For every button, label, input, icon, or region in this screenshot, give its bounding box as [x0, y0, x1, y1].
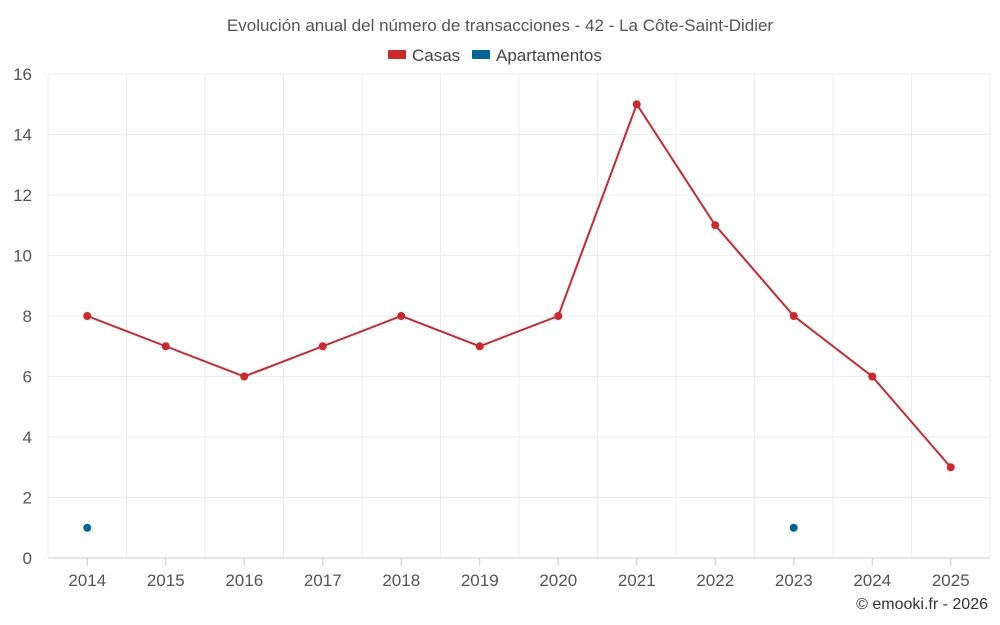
data-point-casas-2019[interactable] — [475, 342, 484, 351]
series-line-casas — [86, 102, 952, 468]
data-point-casas-2021[interactable] — [632, 100, 641, 109]
x-tick-label: 2018 — [382, 571, 420, 590]
x-tick-label: 2022 — [696, 571, 734, 590]
legend-label-casas: Casas — [412, 46, 460, 65]
data-point-casas-2025[interactable] — [946, 463, 955, 472]
y-tick-label: 2 — [23, 489, 32, 508]
y-tick-label: 14 — [13, 126, 32, 145]
y-tick-label: 0 — [23, 549, 32, 568]
data-point-casas-2017[interactable] — [318, 342, 327, 351]
legend-item-casas[interactable]: Casas — [388, 46, 460, 65]
plot-area — [83, 100, 955, 532]
x-tick-label: 2025 — [932, 571, 970, 590]
data-point-casas-2020[interactable] — [554, 312, 563, 320]
x-tick-label: 2023 — [775, 571, 813, 590]
x-tick-label: 2015 — [147, 571, 185, 590]
y-tick-label: 4 — [23, 428, 32, 447]
credit: © emooki.fr - 2026 — [856, 596, 988, 613]
legend-swatch-casas — [388, 50, 406, 59]
grid — [47, 73, 991, 558]
x-tick-label: 2019 — [461, 571, 499, 590]
legend: Casas Apartamentos — [388, 46, 602, 65]
data-point-casas-2023[interactable] — [789, 312, 798, 320]
legend-item-apartamentos[interactable]: Apartamentos — [472, 46, 602, 65]
legend-swatch-apartamentos — [472, 50, 490, 59]
legend-label-apartamentos: Apartamentos — [496, 46, 602, 65]
data-point-casas-2024[interactable] — [868, 372, 877, 381]
data-point-apartamentos-2023[interactable] — [789, 523, 798, 532]
y-tick-label: 10 — [13, 247, 32, 266]
data-point-casas-2016[interactable] — [240, 372, 249, 381]
x-tick-label: 2017 — [304, 571, 342, 590]
data-point-apartamentos-2014[interactable] — [83, 523, 92, 532]
x-tick-label: 2016 — [225, 571, 263, 590]
x-tick-label: 2014 — [68, 571, 106, 590]
data-point-casas-2018[interactable] — [397, 312, 406, 320]
x-tick-label: 2021 — [618, 571, 656, 590]
y-tick-label: 16 — [13, 65, 32, 84]
data-point-casas-2014[interactable] — [83, 312, 92, 320]
data-point-casas-2015[interactable] — [161, 342, 170, 351]
axes: 0 2 4 6 8 10 12 14 16 2014 2015 2016 2017 2018 2019 202… — [13, 65, 990, 590]
x-tick-label: 2024 — [853, 571, 891, 590]
y-tick-label: 6 — [23, 368, 32, 387]
y-tick-label: 8 — [23, 307, 32, 326]
data-point-casas-2022[interactable] — [711, 221, 720, 230]
y-tick-label: 12 — [13, 186, 32, 205]
x-tick-label: 2020 — [539, 571, 577, 590]
chart-title: Evolución anual del número de transaccio… — [227, 16, 774, 35]
